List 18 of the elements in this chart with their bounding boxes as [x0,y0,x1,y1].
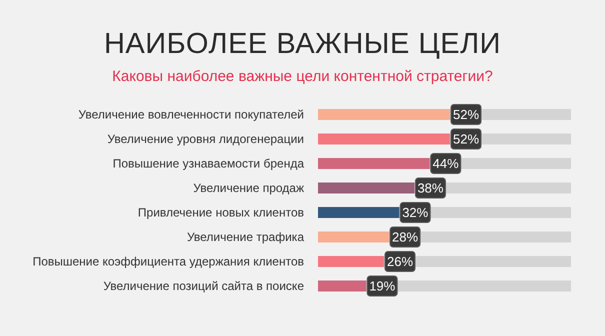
y-tick-label: Повышение узнаваемости бренда [112,156,304,170]
y-tick-label: Увеличение продаж [193,180,304,195]
data-label: 38% [417,180,444,196]
chart-title: НАИБОЛЕЕ ВАЖНЫЕ ЦЕЛИ [102,28,502,61]
y-tick-label: Повышение коэффициента удержания клиентов [32,254,304,268]
y-tick-label: Увеличение трафика [186,230,304,244]
chart-subtitle: Каковы наиболее важные цели контентной стратегии? [111,68,494,85]
data-label: 52% [452,107,480,122]
y-tick-label: Увеличение вовлеченности покупателей [78,107,304,122]
y-tick-label: Привлечение новых клиентов [138,205,304,220]
data-label: 32% [402,205,429,220]
data-label: 52% [452,132,480,146]
data-label: 19% [369,278,396,294]
y-tick-label: Увеличение уровня лидогенерации [107,132,304,146]
data-label: 44% [432,156,460,171]
data-label: 26% [386,254,414,269]
data-label: 28% [392,230,419,244]
y-tick-label: Увеличение позиций сайта в поиске [103,278,304,293]
